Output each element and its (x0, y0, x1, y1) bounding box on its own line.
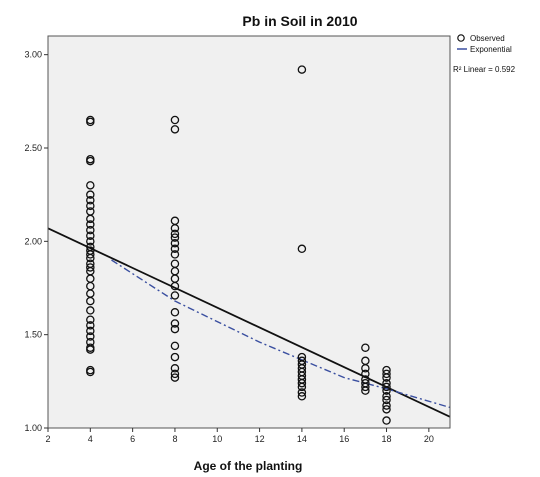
y-tick-label: 2.50 (24, 143, 42, 153)
observed-point (170, 115, 180, 125)
observed-point (297, 392, 307, 401)
y-tick-label: 1.50 (24, 330, 42, 340)
observed-point (170, 319, 180, 328)
observed-point (170, 281, 180, 291)
observed-point (86, 367, 95, 377)
observed-point (382, 382, 391, 392)
x-tick-label: 14 (297, 434, 307, 444)
observed-point (361, 382, 370, 392)
y-tick-label: 2.00 (24, 236, 42, 246)
observed-point (86, 345, 95, 354)
observed-point (86, 214, 95, 224)
y-tick-label: 1.00 (24, 423, 42, 433)
legend-exponential-label: Exponential (470, 45, 512, 54)
observed-point (297, 382, 307, 392)
observed-point (297, 65, 307, 74)
observed-point (170, 244, 180, 254)
legend: Observed Exponential R² Linear = 0.592 (453, 34, 516, 74)
observed-point (382, 405, 391, 414)
observed-point (297, 244, 307, 254)
x-axis-label: Age of the planting (194, 459, 303, 473)
observed-point (86, 237, 95, 246)
observed-point (382, 386, 391, 395)
observed-point (86, 196, 95, 205)
observed-point (86, 250, 95, 259)
observed-point (86, 315, 95, 324)
observed-point (86, 306, 95, 315)
observed-point (86, 332, 95, 341)
observed-point (297, 378, 307, 388)
observed-point (170, 341, 180, 351)
observed-point (361, 386, 370, 395)
observed-point (382, 401, 391, 410)
plot-area (48, 36, 450, 428)
x-tick-label: 2 (45, 434, 50, 444)
chart-title: Pb in Soil in 2010 (242, 13, 357, 29)
observed-point (170, 229, 180, 239)
exponential-fit-line (111, 259, 451, 409)
observed-point (86, 156, 95, 166)
x-tick-label: 4 (88, 434, 93, 444)
observed-point (170, 291, 180, 300)
observed-point (86, 181, 95, 190)
legend-observed-label: Observed (470, 34, 505, 43)
observed-point (86, 253, 95, 263)
observed-point (361, 343, 370, 352)
observed-point (86, 326, 95, 336)
observed-point (170, 364, 180, 373)
observed-point (86, 225, 95, 235)
observed-point (361, 364, 370, 373)
observed-point (170, 125, 180, 134)
x-tick-label: 18 (382, 434, 392, 444)
x-tick-label: 10 (212, 434, 222, 444)
x-tick-label: 6 (130, 434, 135, 444)
observed-point (170, 373, 180, 382)
x-tick-label: 20 (424, 434, 434, 444)
y-tick-label: 3.00 (24, 50, 42, 60)
observed-point (86, 296, 95, 306)
x-tick-label: 8 (172, 434, 177, 444)
observed-point (170, 233, 180, 242)
legend-observed-marker (457, 34, 465, 42)
x-tick-label: 12 (255, 434, 265, 444)
observed-point (297, 388, 307, 397)
observed-point (382, 392, 391, 401)
x-tick-label: 16 (339, 434, 349, 444)
observed-point (170, 369, 180, 379)
observed-point (170, 238, 180, 248)
observed-point (170, 250, 180, 259)
observed-point (86, 231, 95, 240)
observed-point (86, 220, 95, 229)
observed-point (382, 369, 391, 379)
observed-point (86, 321, 95, 330)
observed-point (86, 117, 95, 127)
observed-point (86, 263, 95, 272)
observed-point (170, 352, 180, 362)
legend-linear-label: R² Linear = 0.592 (453, 65, 516, 74)
observed-point (86, 190, 95, 199)
observed-point (170, 308, 180, 317)
observed-point (86, 201, 95, 211)
observed-point (361, 369, 370, 379)
plot-frame (47, 35, 451, 429)
observed-point (382, 416, 391, 425)
observed-point (382, 395, 391, 405)
observed-point (382, 373, 391, 382)
observed-point (170, 324, 180, 334)
observed-point (170, 224, 180, 233)
